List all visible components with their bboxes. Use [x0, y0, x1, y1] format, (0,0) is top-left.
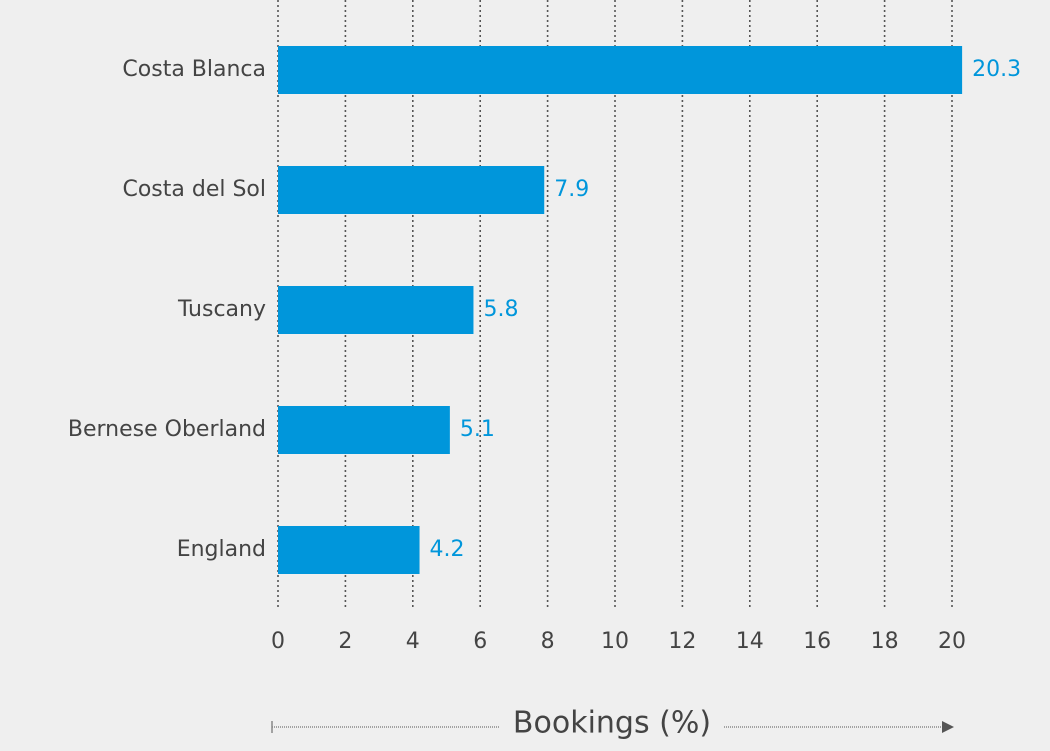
x-tick-label: 18 — [871, 629, 899, 654]
bar — [278, 406, 450, 454]
bar — [278, 286, 474, 334]
x-tick-label: 2 — [338, 629, 352, 654]
x-tick-label: 10 — [601, 629, 629, 654]
x-tick-label: 20 — [938, 629, 966, 654]
value-label: 20.3 — [972, 57, 1021, 82]
x-axis-title: Bookings (%) — [513, 706, 711, 741]
x-tick-label: 6 — [473, 629, 487, 654]
y-tick-label: Bernese Oberland — [68, 417, 266, 442]
x-tick-label: 16 — [803, 629, 831, 654]
x-tick-label: 14 — [736, 629, 764, 654]
bar — [278, 46, 963, 94]
x-tick-label: 4 — [406, 629, 420, 654]
value-label: 5.1 — [460, 417, 495, 442]
value-label: 4.2 — [430, 537, 465, 562]
bar — [278, 166, 545, 214]
value-label: 5.8 — [483, 297, 518, 322]
y-tick-label: Costa del Sol — [122, 177, 266, 202]
value-label: 7.9 — [554, 177, 589, 202]
x-tick-label: 12 — [668, 629, 696, 654]
axis-arrow-head — [942, 721, 954, 733]
y-tick-label: England — [177, 537, 266, 562]
bar — [278, 526, 420, 574]
y-tick-label: Tuscany — [177, 297, 266, 322]
x-tick-label: 0 — [271, 629, 285, 654]
y-tick-label: Costa Blanca — [122, 57, 266, 82]
x-tick-label: 8 — [541, 629, 555, 654]
